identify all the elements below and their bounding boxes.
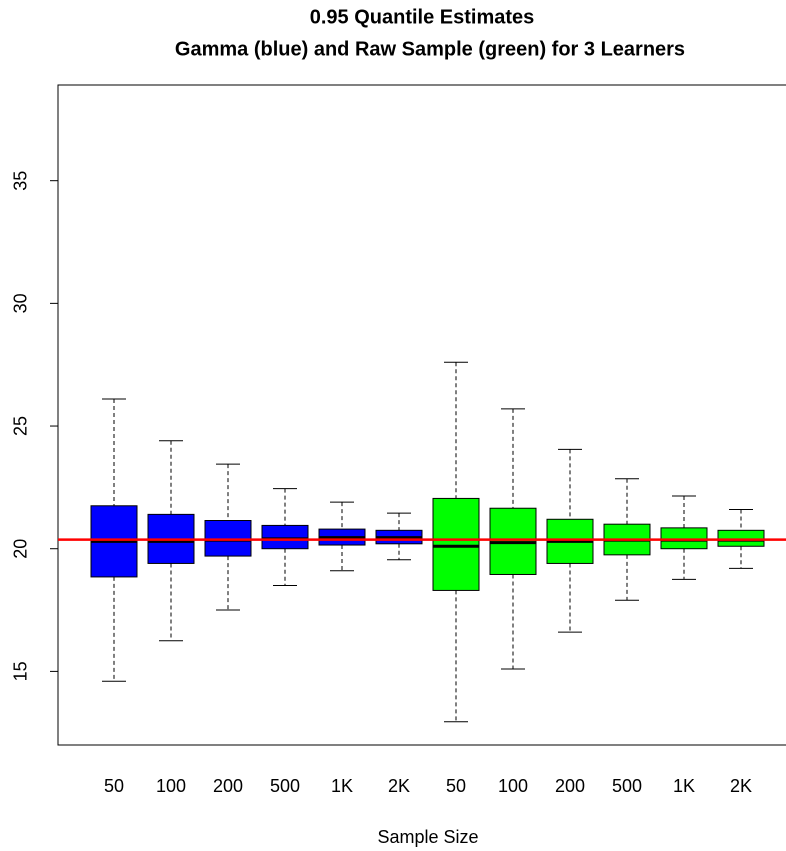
chart-title: 0.95 Quantile Estimates [310,6,535,28]
y-tick-label: 20 [11,539,31,559]
x-tick-label: 2K [730,776,752,796]
x-tick-label: 100 [498,776,528,796]
x-tick-label: 500 [612,776,642,796]
box [204,520,252,557]
x-tick-label: 200 [555,776,585,796]
x-tick-label: 1K [331,776,353,796]
x-tick-label: 200 [213,776,243,796]
x-tick-label: 2K [388,776,410,796]
y-tick-label: 30 [11,293,31,313]
x-tick-label: 50 [104,776,124,796]
y-tick-label: 25 [11,416,31,436]
x-tick-label: 500 [270,776,300,796]
chart-subtitle: Gamma (blue) and Raw Sample (green) for … [175,38,685,60]
x-axis-label: Sample Size [377,827,478,847]
box [261,524,309,550]
box [717,529,765,547]
plot-frame [57,84,786,746]
y-tick-label: 35 [11,171,31,191]
x-tick-label: 1K [673,776,695,796]
x-tick-label: 100 [156,776,186,796]
y-tick-label: 15 [11,661,31,681]
x-tick-label: 50 [446,776,466,796]
box [432,497,480,591]
box [660,527,708,550]
